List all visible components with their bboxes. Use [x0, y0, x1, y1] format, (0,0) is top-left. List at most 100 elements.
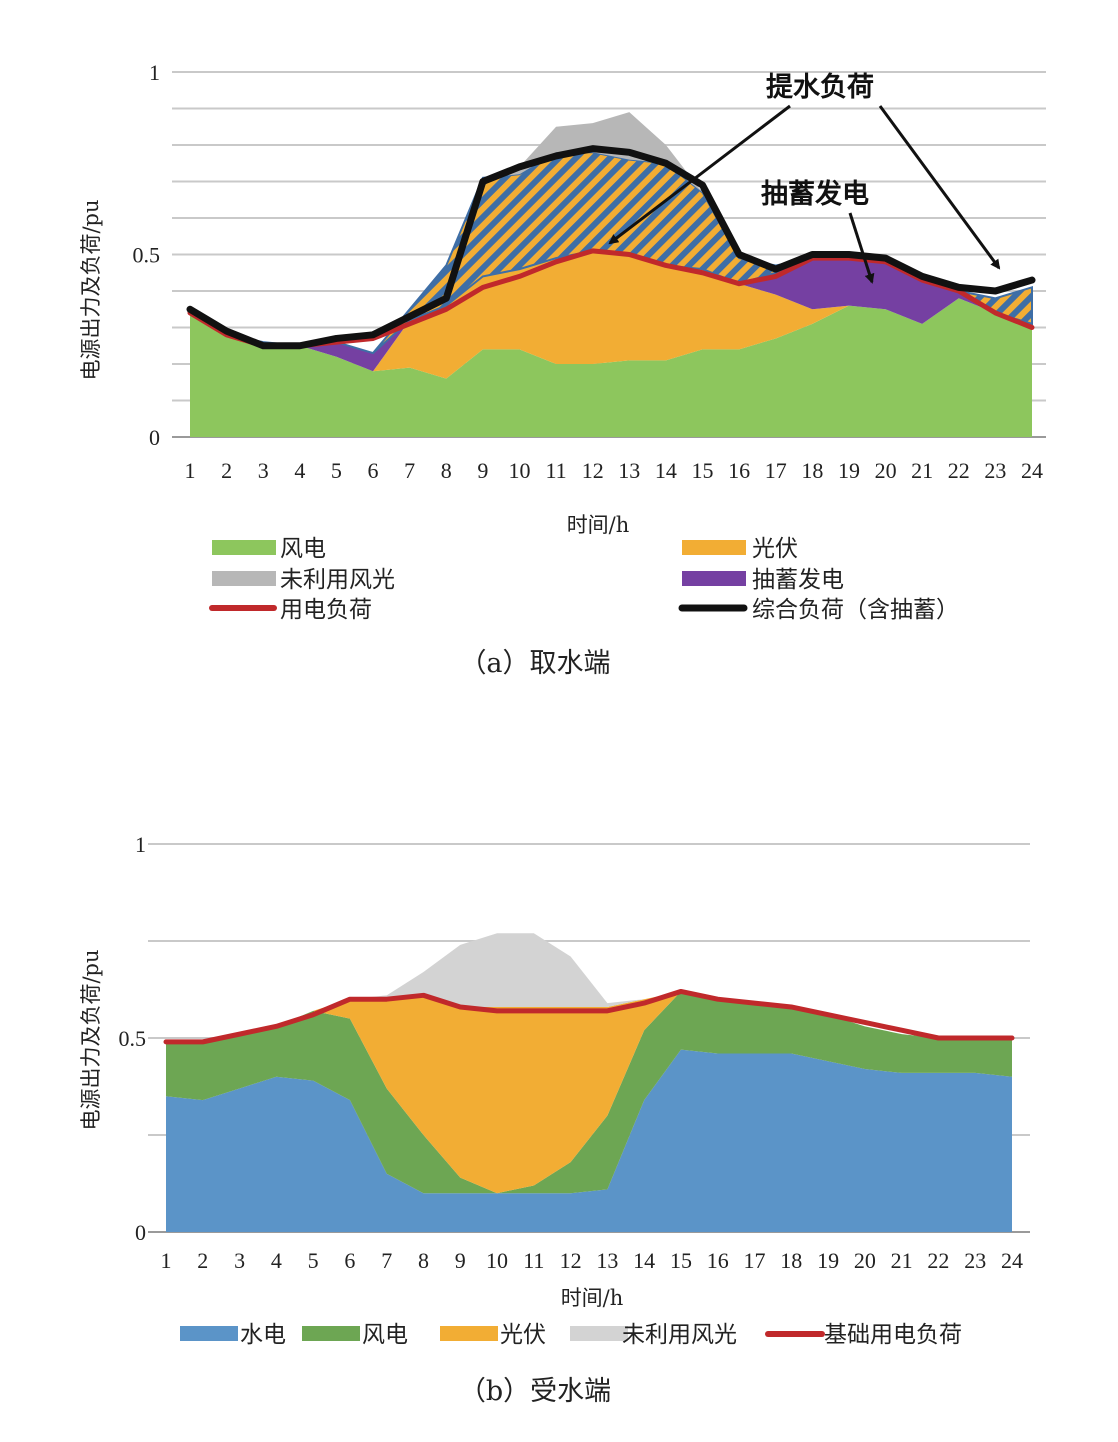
x-tick-label: 9 [477, 458, 488, 483]
chart-a-y-tick-labels: 00.51 [133, 60, 161, 450]
x-tick-label: 1 [161, 1248, 172, 1273]
legend-item-pumped-gen: 抽蓄发电 [682, 567, 844, 593]
x-tick-label: 10 [486, 1248, 508, 1273]
x-tick-label: 6 [368, 458, 379, 483]
chart-b-caption: （b）受水端 [459, 1376, 611, 1407]
area-series-1 [190, 250, 1032, 379]
legend-swatch-wind [212, 540, 276, 555]
annotation-arrow-pumped-storage-gen [848, 212, 875, 284]
x-tick-label: 12 [560, 1248, 582, 1273]
area-series-1 [166, 991, 1012, 1194]
x-tick-label: 23 [984, 458, 1006, 483]
legend-item-curtailed: 未利用风光 [212, 567, 395, 593]
chart-a: 00.51 1 2 3 4 5 6 7 8 9 10 11 12 13 14 15 16 17 18 19 20 21 2… [79, 60, 1046, 679]
chart-a-y-axis-label: 电源出力及负荷/pu [79, 199, 103, 380]
x-tick-label: 1 [185, 458, 196, 483]
x-tick-label: 7 [404, 458, 415, 483]
chart-b-legend: 水电 风电 光伏 未利用风光 基础用电负荷 [180, 1322, 962, 1348]
chart-b-x-axis-label: 时间/h [561, 1286, 624, 1310]
x-tick-label: 18 [780, 1248, 802, 1273]
area-series-0 [166, 1049, 1012, 1232]
chart-b-areas [166, 933, 1012, 1232]
legend-item-wind: 风电 [212, 536, 326, 562]
legend-label-pv-b: 光伏 [500, 1322, 546, 1348]
x-tick-label: 19 [817, 1248, 839, 1273]
x-tick-label: 2 [197, 1248, 208, 1273]
chart-a-caption: （a）取水端 [459, 648, 610, 679]
chart-b-lines [163, 988, 1015, 1045]
x-tick-label: 4 [294, 458, 305, 483]
x-tick-label: 17 [765, 458, 787, 483]
x-tick-label: 11 [545, 458, 566, 483]
x-tick-label: 8 [441, 458, 452, 483]
x-tick-label: 13 [596, 1248, 618, 1273]
legend-label-total-load: 综合负荷（含抽蓄） [752, 597, 959, 623]
x-tick-label: 22 [948, 458, 970, 483]
legend-label-curtailed: 未利用风光 [280, 567, 395, 593]
legend-label-load: 用电负荷 [280, 597, 372, 623]
x-tick-label: 12 [582, 458, 604, 483]
x-tick-label: 21 [891, 1248, 913, 1273]
chart-a-x-tick-labels: 1 2 3 4 5 6 7 8 9 10 11 12 13 14 15 16 17 18 19 20 21 22 23 24 [185, 458, 1044, 483]
x-tick-label: 8 [418, 1248, 429, 1273]
chart-a-legend: 风电 光伏 未利用风光 抽蓄发电 用电负荷 综合负荷（含抽蓄） [209, 536, 959, 623]
y-tick-label: 0.5 [119, 1026, 147, 1051]
x-tick-label: 4 [271, 1248, 282, 1273]
legend-item-pv-b: 光伏 [440, 1322, 546, 1348]
legend-item-wind-b: 风电 [302, 1322, 408, 1348]
x-tick-label: 7 [381, 1248, 392, 1273]
legend-label-pumped-gen: 抽蓄发电 [752, 567, 844, 593]
chart-b-y-axis-label: 电源出力及负荷/pu [79, 949, 103, 1130]
area-series-3 [166, 933, 1012, 1042]
legend-label-wind-b: 风电 [362, 1322, 408, 1348]
x-tick-label: 6 [344, 1248, 355, 1273]
chart-a-x-axis-label: 时间/h [567, 513, 630, 537]
legend-label-pv: 光伏 [752, 536, 798, 562]
annotation-arrow-pump-load-2 [878, 105, 1001, 270]
x-tick-label: 14 [633, 1248, 655, 1273]
legend-item-total-load: 综合负荷（含抽蓄） [678, 597, 959, 623]
legend-swatch-pv [682, 540, 746, 555]
y-tick-label: 0 [135, 1220, 146, 1245]
legend-item-curtailed-b: 未利用风光 [570, 1322, 737, 1348]
annotation-arrow-pump-load-1 [608, 104, 791, 245]
x-tick-label: 22 [927, 1248, 949, 1273]
x-tick-label: 16 [707, 1248, 729, 1273]
legend-swatch-hydro [180, 1326, 238, 1341]
annotation-pumped-storage-gen: 抽蓄发电 [761, 178, 869, 210]
x-tick-label: 23 [964, 1248, 986, 1273]
x-tick-label: 3 [258, 458, 269, 483]
x-tick-label: 19 [838, 458, 860, 483]
y-tick-label: 1 [149, 60, 160, 85]
line-series-6 [186, 145, 1036, 350]
x-tick-label: 5 [331, 458, 342, 483]
legend-label-curtailed-b: 未利用风光 [622, 1322, 737, 1348]
x-tick-label: 15 [670, 1248, 692, 1273]
x-tick-label: 17 [744, 1248, 766, 1273]
x-tick-label: 3 [234, 1248, 245, 1273]
x-tick-label: 24 [1021, 458, 1043, 483]
line-series-4 [163, 988, 1015, 1045]
legend-swatch-wind-b [302, 1326, 360, 1341]
x-tick-label: 18 [801, 458, 823, 483]
legend-label-base-load: 基础用电负荷 [824, 1322, 962, 1348]
area-series-2 [166, 991, 1012, 1194]
y-tick-label: 0 [149, 425, 160, 450]
y-tick-label: 1 [135, 832, 146, 857]
chart-b: 00.51 1 2 3 4 5 6 7 8 9 10 11 12 13 14 15 16 17 18 19 20 21 2… [79, 832, 1030, 1407]
legend-item-load: 用电负荷 [209, 597, 372, 623]
x-tick-label: 14 [655, 458, 677, 483]
area-series-2 [190, 250, 1032, 372]
chart-b-y-tick-labels: 00.51 [119, 832, 147, 1245]
x-tick-label: 11 [523, 1248, 544, 1273]
x-tick-label: 24 [1001, 1248, 1023, 1273]
legend-swatch-curtailed-b [570, 1326, 628, 1341]
legend-item-pv: 光伏 [682, 536, 798, 562]
x-tick-label: 10 [508, 458, 530, 483]
chart-b-x-tick-labels: 1 2 3 4 5 6 7 8 9 10 11 12 13 14 15 16 17 18 19 20 21 22 23 24 [161, 1248, 1024, 1273]
legend-label-wind: 风电 [280, 536, 326, 562]
x-tick-label: 2 [221, 458, 232, 483]
legend-item-hydro: 水电 [180, 1322, 286, 1348]
legend-swatch-pumped-gen [682, 571, 746, 586]
x-tick-label: 20 [854, 1248, 876, 1273]
